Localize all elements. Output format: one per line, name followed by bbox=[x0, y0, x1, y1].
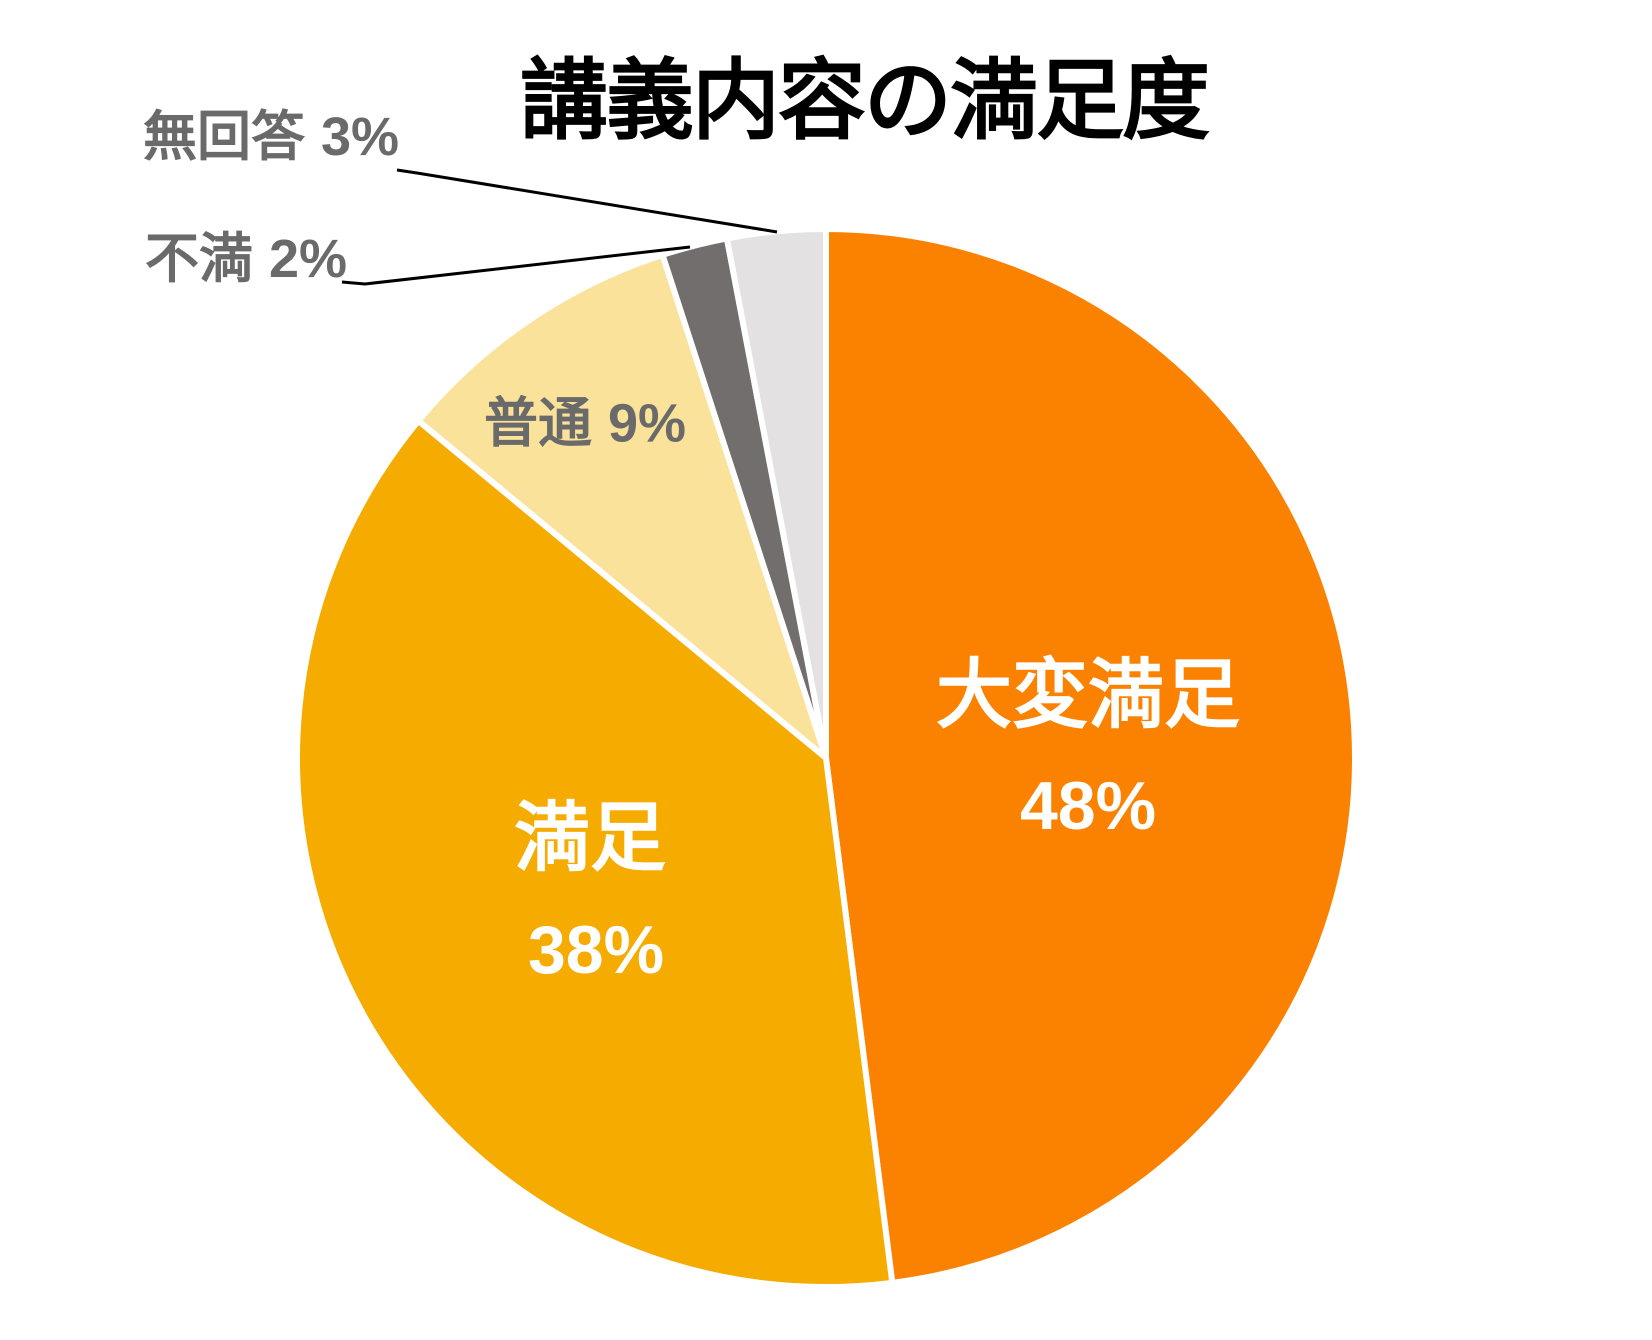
label-satisfied-name: 満足 bbox=[514, 796, 666, 881]
label-neutral: 普通 9% bbox=[484, 394, 686, 453]
label-neutral-pct: 9% bbox=[607, 393, 687, 454]
pie-slices-group bbox=[294, 226, 1358, 1290]
label-no-answer-pct: 3% bbox=[321, 107, 400, 167]
pie-slice-満足 bbox=[294, 417, 896, 1290]
label-no-answer: 無回答 3% bbox=[143, 107, 400, 167]
label-satisfied-pct: 38% bbox=[527, 912, 665, 988]
label-dissatisfied-pct: 2% bbox=[269, 229, 348, 289]
chart-title: 講義内容の満足度 bbox=[520, 51, 1210, 150]
label-no-answer-name: 無回答 bbox=[143, 107, 305, 167]
label-neutral-name: 普通 bbox=[483, 393, 592, 454]
leader-line-no-answer bbox=[396, 168, 778, 234]
label-very-satisfied-pct: 48% bbox=[1019, 768, 1157, 844]
label-dissatisfied: 不満 2% bbox=[145, 229, 348, 289]
pie-slice-普通 bbox=[415, 251, 829, 761]
label-very-satisfied-name: 大変満足 bbox=[936, 653, 1240, 738]
pie-slice-大変満足 bbox=[823, 226, 1358, 1286]
label-dissatisfied-name: 不満 bbox=[145, 229, 253, 289]
leader-line-dissatisfied bbox=[341, 245, 691, 286]
